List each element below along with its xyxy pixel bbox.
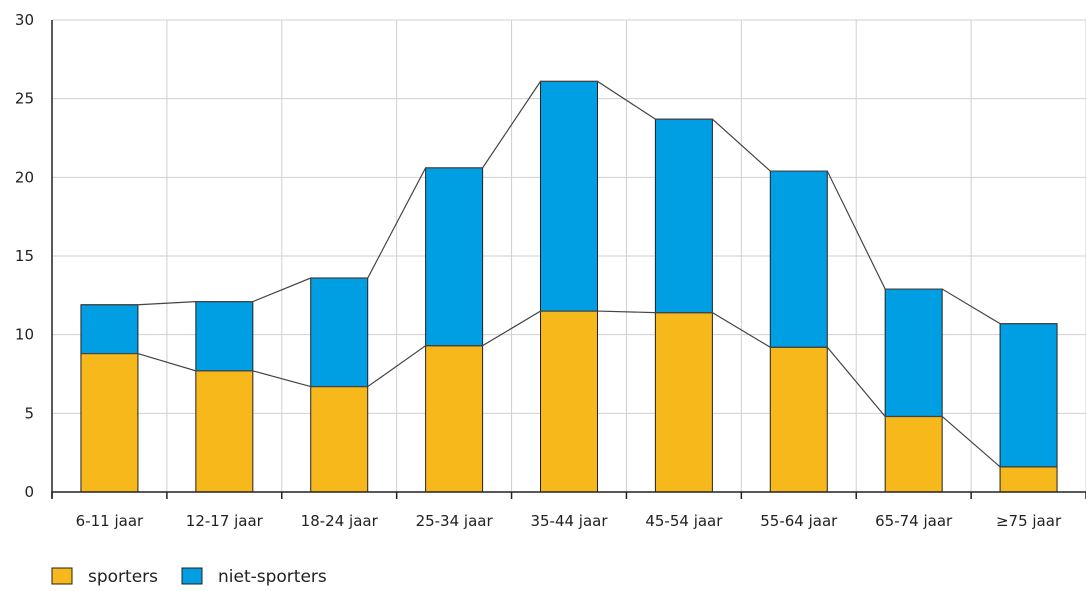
x-axis-tick-labels: 6-11 jaar 12-17 jaar 18-24 jaar 25-34 jaar 3… xyxy=(76,512,1062,530)
y-tick-label: 20 xyxy=(15,168,34,186)
bar-sporters-18-24-jaar xyxy=(310,386,369,493)
bar-sporters-55-64-jaar xyxy=(769,346,828,493)
y-tick-label: 25 xyxy=(15,90,34,108)
y-axis-tick-labels: 0 5 10 15 20 25 30 xyxy=(15,11,34,501)
bar-niet-sporters-65-74-jaar xyxy=(884,288,943,417)
bar-sporters-35-44-jaar xyxy=(540,310,598,493)
bar-sporters-45-54-jaar xyxy=(654,312,713,493)
bar-sporters-12-17-jaar xyxy=(195,370,254,493)
bars xyxy=(80,80,1058,493)
x-tick-label: 6-11 jaar xyxy=(76,512,144,530)
legend-label-niet-sporters: niet-sporters xyxy=(218,567,327,587)
connector-line-sporters xyxy=(80,310,1058,468)
legend-swatch-niet-sporters xyxy=(181,567,203,585)
y-tick-label: 5 xyxy=(24,404,34,422)
x-tick-label: 12-17 jaar xyxy=(186,512,264,530)
axes xyxy=(51,20,1086,499)
y-tick-label: 10 xyxy=(15,326,34,344)
x-tick-label: 45-54 jaar xyxy=(645,512,723,530)
bar-sporters-6-11-jaar xyxy=(80,353,139,493)
legend: sporters niet-sporters xyxy=(51,567,327,587)
x-tick-label: 65-74 jaar xyxy=(875,512,953,530)
bar-sporters-25-34-jaar xyxy=(425,345,484,493)
bar-niet-sporters-25-34-jaar xyxy=(425,167,484,347)
connector-line-total xyxy=(80,80,1058,325)
x-tick-label: 18-24 jaar xyxy=(301,512,379,530)
bar-sporters-65-74-jaar xyxy=(884,415,943,493)
bar-niet-sporters-35-44-jaar xyxy=(540,80,598,312)
connector-lines xyxy=(80,80,1058,468)
x-tick-label: 25-34 jaar xyxy=(416,512,494,530)
legend-swatch-sporters xyxy=(51,567,73,585)
bar-niet-sporters-45-54-jaar xyxy=(654,118,713,314)
bar-niet-sporters-18-24-jaar xyxy=(310,277,369,388)
x-tick-label: 55-64 jaar xyxy=(760,512,838,530)
x-tick-label: 35-44 jaar xyxy=(530,512,608,530)
bar-niet-sporters-55-64-jaar xyxy=(769,170,828,348)
y-tick-label: 30 xyxy=(15,11,34,29)
y-tick-label: 0 xyxy=(24,483,34,501)
bar-niet-sporters--75-jaar xyxy=(999,323,1058,468)
bar-niet-sporters-6-11-jaar xyxy=(80,304,139,355)
y-tick-label: 15 xyxy=(15,247,34,265)
bar-sporters--75-jaar xyxy=(999,466,1058,493)
bar-niet-sporters-12-17-jaar xyxy=(195,301,254,372)
x-tick-label: ≥75 jaar xyxy=(996,512,1062,530)
legend-label-sporters: sporters xyxy=(88,567,158,587)
